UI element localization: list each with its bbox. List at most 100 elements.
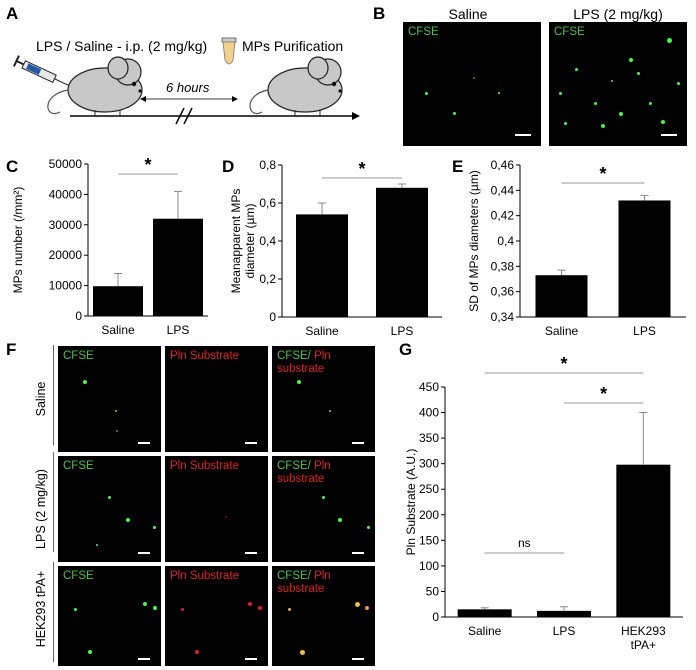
- y-axis-label: Meanapparent MPs: [229, 189, 243, 294]
- y-tick-label: 10000: [49, 279, 83, 293]
- y-tick-label: 350: [419, 431, 439, 445]
- stain-label: CFSE: [63, 460, 94, 472]
- bar-0: [535, 275, 588, 317]
- significance-label: ns: [518, 536, 531, 550]
- row-divider: [53, 345, 54, 445]
- bar-0: [296, 214, 348, 317]
- y-tick-label: 300: [419, 457, 439, 471]
- x-tick-label: Saline: [101, 323, 135, 337]
- y-tick-label: 0,38: [491, 259, 515, 273]
- bar-1: [376, 187, 428, 317]
- schematic-drawing: [12, 37, 360, 125]
- chart-d: 0 0,2 0,4 0,6 0,8 Saline LPS Meanapparent MPs di…: [229, 158, 442, 338]
- stain-label: CFSE: [63, 570, 94, 582]
- y-axis-label: diameter (µm): [243, 204, 257, 279]
- bar-2: [616, 464, 671, 617]
- purification-label: MPs Purification: [242, 38, 344, 54]
- stain-label-red: Pln: [314, 570, 331, 582]
- y-tick-label: 450: [419, 380, 439, 394]
- y-tick-label: 20000: [49, 248, 83, 262]
- y-tick-label: 0,44: [491, 183, 515, 197]
- panel-letter-e: E: [452, 157, 464, 176]
- panel-b-col-saline: Saline: [448, 6, 488, 22]
- y-tick-label: 200: [419, 508, 439, 522]
- y-tick-label: 0,8: [259, 158, 276, 172]
- scale-bar: [352, 658, 364, 660]
- timeline-arrowhead: [352, 112, 360, 120]
- y-axis-label: Pln Substrate (A.U.): [404, 449, 418, 556]
- stain-label-green: CFSE/: [277, 570, 311, 582]
- y-tick-label: 150: [419, 533, 439, 547]
- panel-b-col-lps: LPS (2 mg/kg): [573, 6, 663, 22]
- schematic-panel-a: LPS / Saline - i.p. (2 mg/kg) MPs Purifi…: [0, 0, 370, 140]
- significance-label: *: [600, 384, 607, 404]
- axis-break-mark: [175, 107, 185, 125]
- panel-letter-d: D: [222, 157, 235, 176]
- significance-label: *: [358, 159, 365, 179]
- micrograph-b-saline: CFSE: [403, 22, 541, 146]
- panel-letter-b: B: [373, 4, 386, 23]
- scale-bar: [245, 658, 257, 660]
- stain-label-red: substrate: [277, 473, 325, 485]
- time-label: 6 hours: [166, 80, 210, 95]
- stain-label: Pln Substrate: [170, 570, 240, 582]
- row-label-saline: Saline: [34, 381, 48, 417]
- x-tick-label: tPA+: [631, 638, 656, 652]
- row-label-lps: LPS (2 mg/kg): [34, 469, 48, 549]
- y-tick-label: 50000: [49, 157, 83, 171]
- stain-label-red: substrate: [277, 583, 325, 595]
- y-tick-label: 0: [432, 610, 439, 624]
- stain-label-red: Pln: [314, 350, 331, 362]
- scale-bar: [138, 658, 150, 660]
- micrograph-f-saline-merge: CFSE/ Pln substrate: [272, 346, 375, 452]
- stain-label: Pln Substrate: [170, 460, 240, 472]
- y-tick-label: 100: [419, 559, 439, 573]
- y-axis-label: MPs number (/mm²): [11, 187, 25, 294]
- stain-label-green: CFSE/: [277, 460, 311, 472]
- scale-bar: [352, 552, 364, 554]
- bar-1: [618, 200, 671, 317]
- tube-icon: [221, 37, 237, 65]
- x-tick-label: Saline: [468, 624, 502, 638]
- bar-1: [153, 218, 203, 316]
- x-tick-label: LPS: [553, 624, 576, 638]
- y-tick-label: 0,6: [259, 196, 276, 210]
- y-tick-label: 400: [419, 406, 439, 420]
- micrograph-f-hek-cfse: CFSE: [58, 566, 161, 666]
- panel-letter-g: G: [399, 340, 413, 359]
- duration-arrowhead-left: [140, 96, 146, 102]
- duration-arrowhead-right: [232, 96, 238, 102]
- bar-1: [537, 610, 591, 617]
- y-tick-label: 0: [269, 310, 276, 324]
- stain-label-green: CFSE/: [277, 350, 311, 362]
- panel-letter-a: A: [6, 4, 19, 23]
- micrograph-f-saline-pln: Pln Substrate: [165, 346, 268, 452]
- significance-label: *: [599, 164, 606, 184]
- stain-label-red: substrate: [277, 363, 325, 375]
- scale-bar: [515, 134, 531, 136]
- scale-bar: [245, 442, 257, 444]
- scale-bar: [138, 552, 150, 554]
- y-tick-label: 0: [75, 309, 82, 323]
- y-tick-label: 40000: [49, 187, 83, 201]
- stain-label: CFSE: [63, 350, 94, 362]
- chart-c: 0 10000 20000 30000 40000 50000 Saline LPS MPs n…: [11, 155, 208, 337]
- x-tick-label: LPS: [167, 323, 190, 337]
- y-tick-label: 0,4: [259, 234, 276, 248]
- y-tick-label: 0,42: [491, 209, 515, 223]
- micrograph-f-lps-merge: CFSE/ Pln substrate: [272, 456, 375, 562]
- mouse-icon-2: [249, 56, 343, 116]
- micrograph-f-hek-merge: CFSE/ Pln substrate: [272, 566, 375, 666]
- chart-g: 0 50 100 150 200 250 300 350 400 450 Saline LPS HEK2…: [404, 354, 683, 652]
- micrograph-b-lps: CFSE: [549, 22, 687, 146]
- bar-0: [93, 286, 143, 316]
- stain-label-red: Pln: [314, 460, 331, 472]
- scale-bar: [352, 442, 364, 444]
- x-tick-label: Saline: [305, 324, 339, 338]
- row-label-hek293: HEK293 tPA+: [34, 570, 48, 648]
- x-tick-label: HEK293: [621, 624, 666, 638]
- micrograph-f-saline-cfse: CFSE: [58, 346, 161, 452]
- scale-bar: [138, 442, 150, 444]
- mouse-icon-1: [47, 56, 143, 116]
- y-tick-label: 0,2: [259, 272, 276, 286]
